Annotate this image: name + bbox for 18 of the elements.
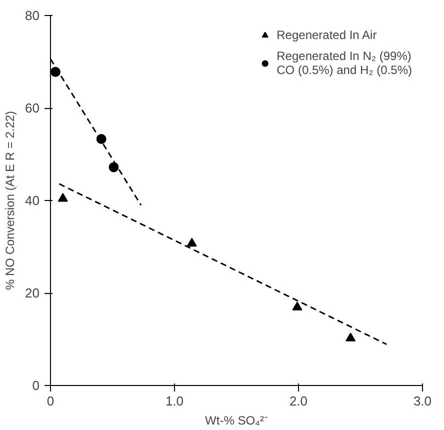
x-tick-label: 3.0 xyxy=(413,394,432,408)
x-tick-label: 2.0 xyxy=(289,394,308,408)
point xyxy=(186,238,197,247)
x-axis-title: Wt-% SO₄²⁻ xyxy=(205,414,268,428)
y-tick-label: 80 xyxy=(25,8,40,23)
point xyxy=(58,192,68,202)
y-tick-label: 40 xyxy=(25,193,40,208)
point xyxy=(292,302,302,310)
legend-label: Regenerated In N₂ (99%) CO (0.5%) and H₂ (0.5%) xyxy=(276,49,412,77)
legend-label: Regenerated In Air xyxy=(276,28,377,42)
y-axis-title: % NO Conversion (At E R = 2.22) xyxy=(3,110,18,290)
point xyxy=(108,162,119,172)
x-tick-label: 0 xyxy=(46,394,54,408)
y-tick-label: 20 xyxy=(25,286,40,300)
x-tick-label: 1.0 xyxy=(165,394,184,408)
y-tick-label: 0 xyxy=(32,378,40,393)
y-tick-label: 60 xyxy=(25,100,40,116)
point xyxy=(346,332,356,342)
